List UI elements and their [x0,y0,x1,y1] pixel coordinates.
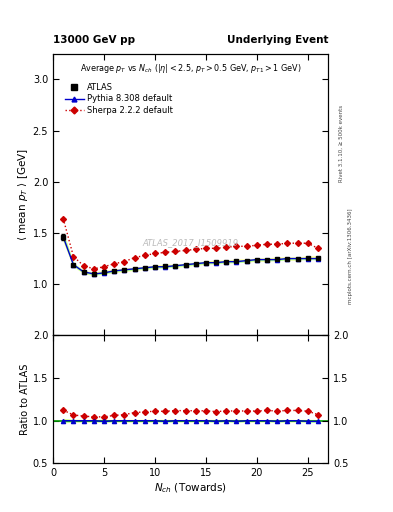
Text: Underlying Event: Underlying Event [227,35,328,45]
Text: 13000 GeV pp: 13000 GeV pp [53,35,135,45]
Y-axis label: Ratio to ATLAS: Ratio to ATLAS [20,364,30,435]
Text: Rivet 3.1.10, ≥ 500k events: Rivet 3.1.10, ≥ 500k events [339,105,344,182]
Text: ATLAS_2017_I1509919: ATLAS_2017_I1509919 [143,238,239,247]
X-axis label: $N_{ch}$ (Towards): $N_{ch}$ (Towards) [154,481,227,495]
Y-axis label: $\langle$ mean $p_T$ $\rangle$ [GeV]: $\langle$ mean $p_T$ $\rangle$ [GeV] [16,148,30,241]
Legend: ATLAS, Pythia 8.308 default, Sherpa 2.2.2 default: ATLAS, Pythia 8.308 default, Sherpa 2.2.… [63,80,175,117]
Text: Average $p_T$ vs $N_{ch}$ ($|\eta| < 2.5$, $p_T > 0.5$ GeV, $p_{T1} > 1$ GeV): Average $p_T$ vs $N_{ch}$ ($|\eta| < 2.5… [80,62,301,75]
Text: mcplots.cern.ch [arXiv:1306.3436]: mcplots.cern.ch [arXiv:1306.3436] [348,208,353,304]
